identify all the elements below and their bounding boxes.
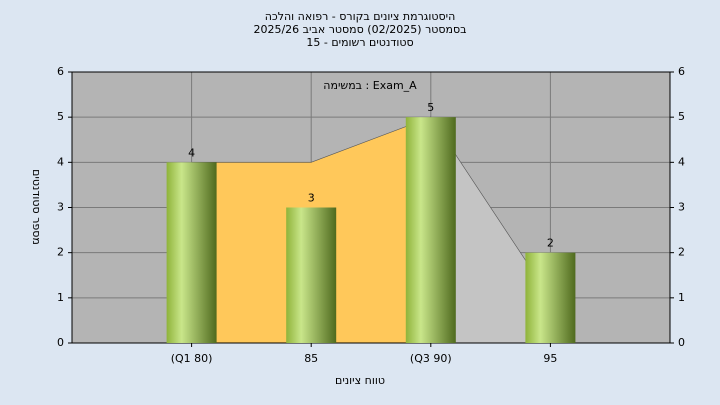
plot-border <box>71 71 671 344</box>
y-tick-label: 6 <box>57 65 64 78</box>
y2-tick-label: 6 <box>678 65 685 78</box>
y-tick-label: 2 <box>57 246 64 259</box>
y-tick-label: 4 <box>57 155 64 168</box>
y-tick-label: 5 <box>57 110 64 123</box>
y2-tick-label: 0 <box>678 336 685 349</box>
plot: 0 1 2 3 4 5 6 0 1 2 3 4 5 6 (Q1 80) 4 85 3 (Q3 90) 5 95 2 <box>57 65 685 365</box>
value-label: 5 <box>427 101 434 114</box>
x-tick-label: (Q1 80) <box>171 352 213 365</box>
y2-tick-label: 3 <box>678 201 685 214</box>
y2-tick-label: 5 <box>678 110 685 123</box>
value-label: 3 <box>308 192 315 205</box>
y-tick-label: 0 <box>57 336 64 349</box>
value-label: 2 <box>547 237 554 250</box>
y-tick-label: 3 <box>57 201 64 214</box>
value-label: 4 <box>188 146 195 159</box>
x-axis-label: טווח ציונים <box>335 374 385 387</box>
x-tick-label: 85 <box>304 352 318 365</box>
y2-tick-label: 2 <box>678 246 685 259</box>
chart-title: היסטוגרמת ציונים בקורס - רפואה והלכה <box>265 10 456 23</box>
bar <box>166 162 217 343</box>
bar <box>405 117 456 344</box>
chart-subtitle: בסמסטר (02/2025) סמסטר אביב 2025/26 <box>253 23 466 36</box>
bar <box>286 207 337 343</box>
x-tick-label: (Q3 90) <box>410 352 452 365</box>
chart-subtitle: סטודנטים רשומים - 15 <box>306 36 413 49</box>
bar <box>525 252 576 343</box>
y-axis-label: מספר סטודנטים <box>30 169 43 245</box>
annotation: במשימה : Exam_A <box>323 79 417 92</box>
x-tick-label: 95 <box>543 352 557 365</box>
y2-tick-label: 1 <box>678 291 685 304</box>
y-tick-label: 1 <box>57 291 64 304</box>
y2-tick-label: 4 <box>678 155 685 168</box>
